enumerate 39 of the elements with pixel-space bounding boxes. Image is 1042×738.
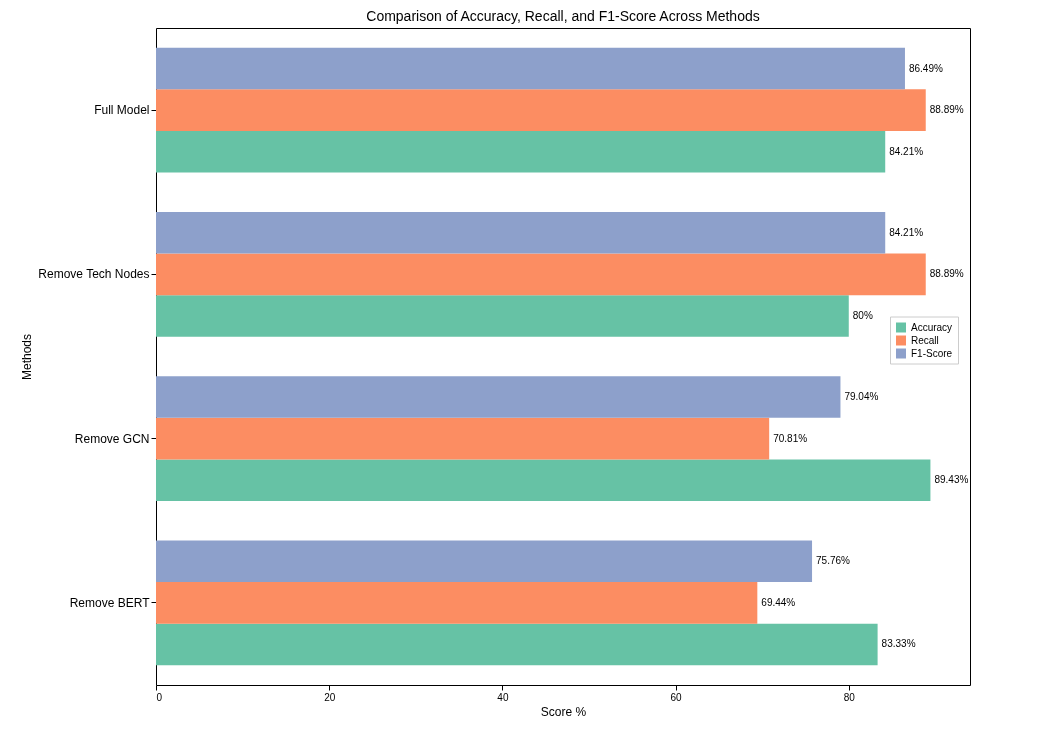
data-label: 88.89% [929,268,964,280]
data-label: 84.21% [889,145,924,157]
bar [156,47,905,90]
bar [156,623,878,666]
legend-label: Accuracy [911,321,953,333]
data-label: 69.44% [761,596,796,608]
bar [156,295,849,337]
x-tick-label: 20 [324,691,336,703]
bar [156,130,886,173]
bar [156,459,931,502]
data-label: 70.81% [773,432,808,444]
x-tick-label: 40 [497,691,509,703]
data-label: 75.76% [816,555,851,567]
legend-label: Recall [911,334,939,346]
bar [156,417,770,460]
data-label: 79.04% [844,391,879,403]
data-label: 88.89% [929,104,964,116]
data-label: 83.33% [881,638,916,650]
bar [156,376,841,418]
bar [156,211,886,254]
data-label: 84.21% [889,226,924,238]
y-tick-label: Full Model [94,103,150,118]
y-tick-label: Remove GCN [74,431,150,446]
data-label: 89.43% [934,474,969,486]
x-tick-label: 0 [156,691,163,703]
bar [156,253,926,296]
bar [156,582,758,624]
x-tick-label: 80 [843,691,856,703]
chart-title: Comparison of Accuracy, Recall, and F1-Score Across Methods [366,8,760,24]
x-tick-label: 60 [670,691,683,703]
y-axis-title: Methods [20,333,35,381]
y-tick-label: Remove BERT [69,595,151,610]
legend-label: F1-Score [911,347,953,359]
y-tick-label: Remove Tech Nodes [38,267,150,282]
x-axis-title: Score % [540,704,587,719]
data-label: 80% [852,309,873,321]
bar [156,540,813,583]
bar [156,89,926,131]
data-label: 86.49% [908,62,943,74]
